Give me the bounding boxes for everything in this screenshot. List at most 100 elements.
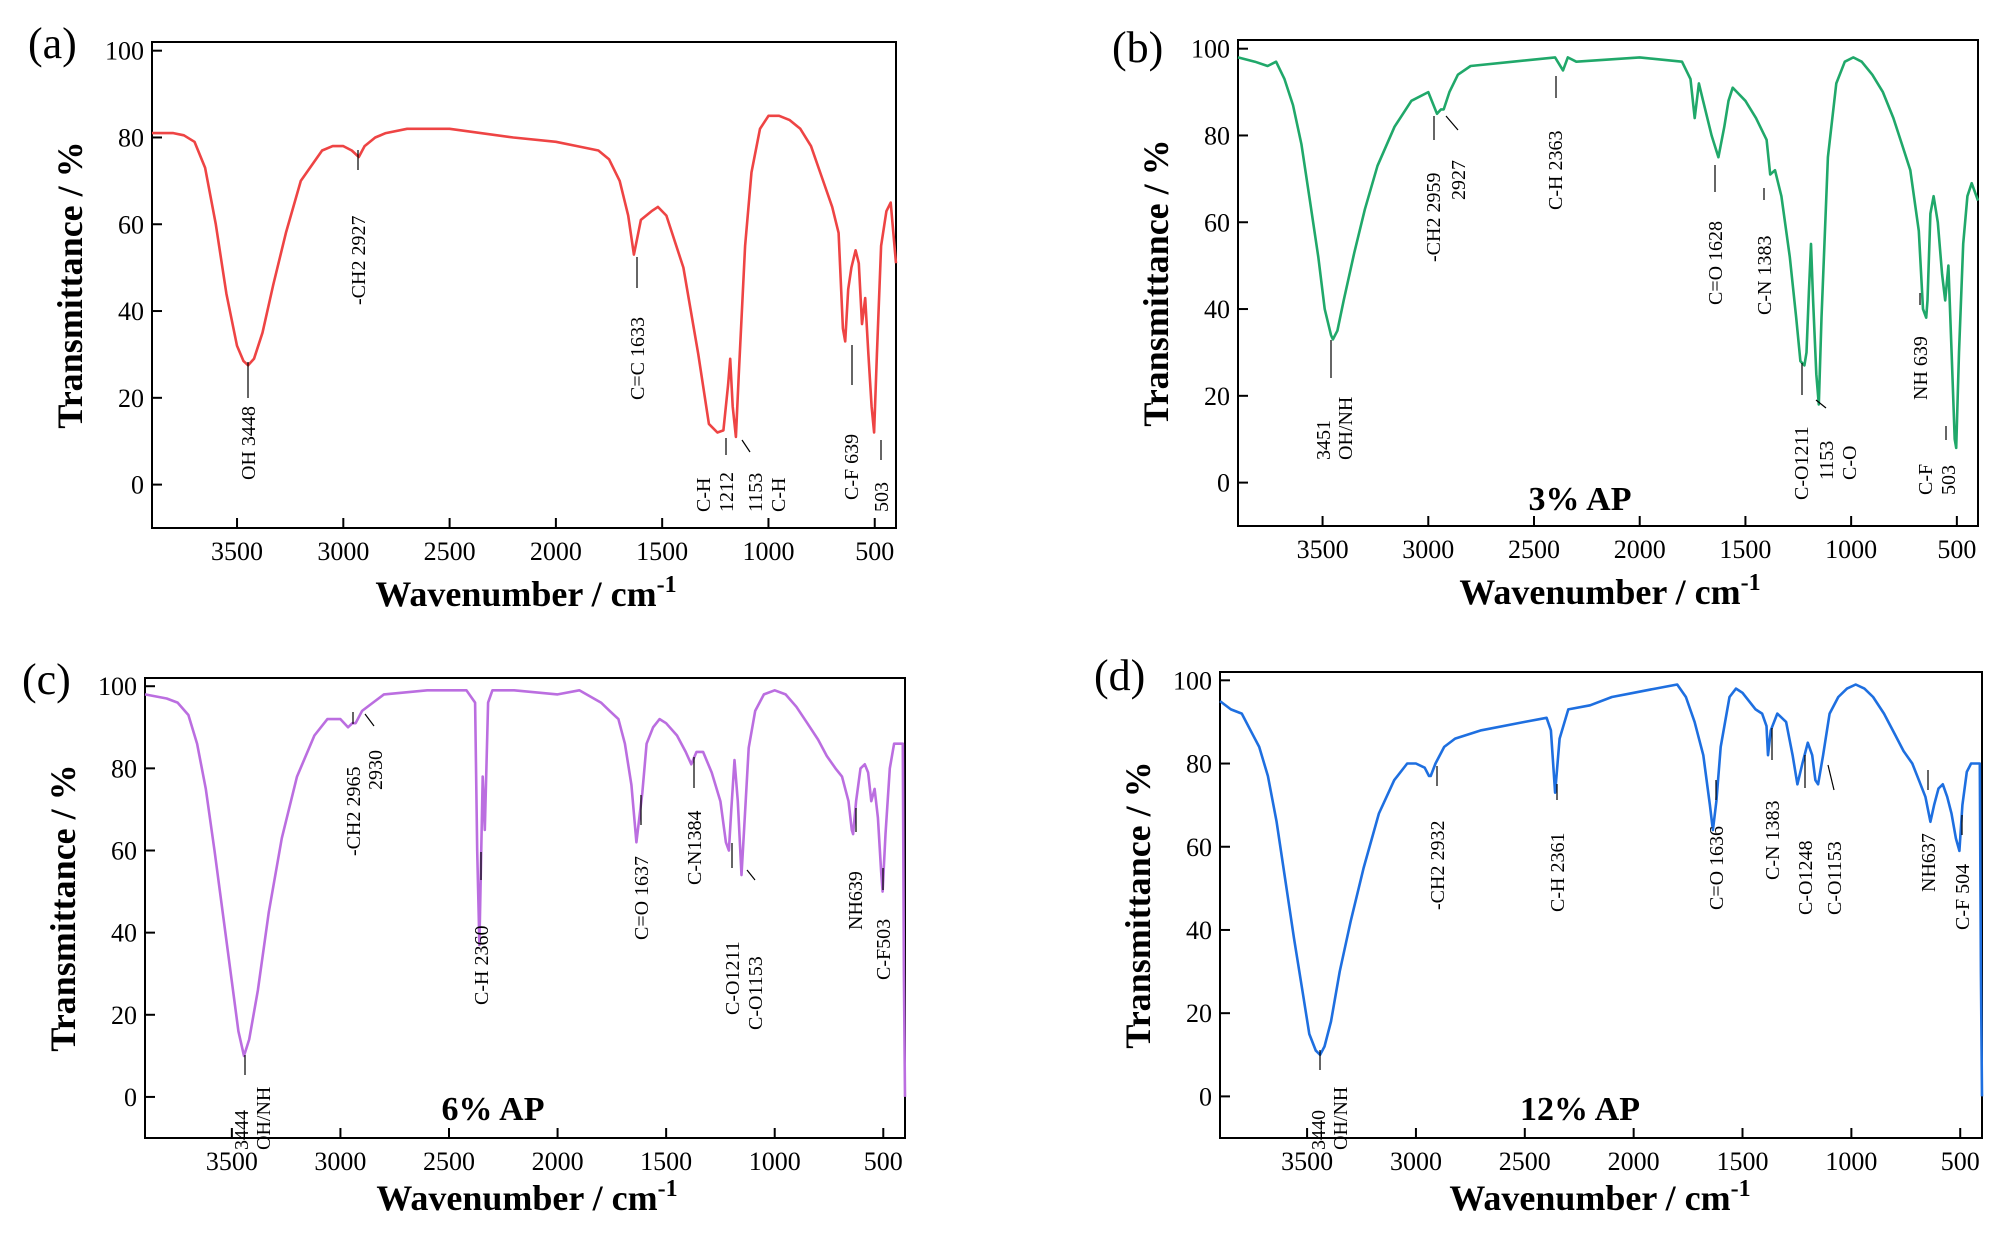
y-tick-label-c-100: 100 [98,672,137,701]
annotation-oh: OH 3448 [238,406,260,480]
panel-b: (b) 3500 3000 2500 2000 1500 1000 500 0 20 40 60 8… [1112,23,1980,612]
annotations-d: 3440 OH/NH -CH2 2932 C-H 2361 C=O 1636 C… [1308,728,1974,1150]
annotation-ch-c: C-H 2360 [471,926,493,1005]
x-tick-label-d-2500: 2500 [1499,1147,1551,1176]
annotation-co1248: C-O1248 [1795,841,1817,915]
x-ticks-a: 3500 3000 2500 2000 1500 1000 500 [211,518,894,566]
x-axis-title-a: Wavenumber / cm-1 [375,572,676,614]
y-tick-label-b-80: 80 [1204,121,1230,150]
annotation-nh637-d: NH637 [1918,833,1940,892]
y-ticks-d: 0 20 40 60 80 100 [1173,666,1230,1111]
x-tick-label-c-2500: 2500 [423,1147,475,1176]
annotation-2927-b: 2927 [1448,160,1470,200]
x-ticks-b: 3500 3000 2500 2000 1500 1000 500 [1297,516,1976,564]
x-tick-label-a-3000: 3000 [317,537,369,566]
plot-frame-a [151,41,897,529]
annotation-1153: 1153 [745,473,767,512]
annotation-cc: C=C 1633 [627,317,649,400]
annotation-ch-2: C-H [768,478,790,512]
x-tick-label-c-2000: 2000 [532,1147,584,1176]
x-tick-label-b-2500: 2500 [1508,535,1560,564]
x-tick-label-b-500: 500 [1937,535,1976,564]
annotations-b: 3451 OH/NH -CH2 2959 2927 C-H 2363 C=O 1… [1313,76,1960,500]
y-tick-label-d-60: 60 [1186,833,1212,862]
spectrum-line-a [152,114,898,439]
x-tick-label-b-2000: 2000 [1614,535,1666,564]
annotation-ch-b: C-H 2363 [1545,131,1567,210]
annotation-3451: 3451 [1313,420,1335,460]
y-tick-label-a-100: 100 [105,37,144,66]
sample-label-d: 12% AP [1520,1091,1640,1128]
annotation-nh-b: NH 639 [1910,336,1932,400]
annotation-cf-b: C-F [1915,464,1937,495]
annotation-1212: 1212 [716,472,738,512]
y-axis-title-b: Transmittance / % [1136,139,1176,426]
y-tick-label-c-60: 60 [111,837,137,866]
panel-label-a: (a) [28,19,77,68]
panel-label-b: (b) [1112,23,1163,72]
y-tick-label-a-40: 40 [118,297,144,326]
x-tick-label-c-1500: 1500 [640,1147,692,1176]
y-tick-label-b-100: 100 [1191,35,1230,64]
annotation-nh639-c: NH639 [845,871,867,930]
y-axis-title-a: Transmittance / % [50,141,90,428]
x-tick-label-b-3500: 3500 [1297,535,1349,564]
annotation-ch2-b: -CH2 2959 [1423,173,1445,262]
annotation-co1211-c: C-O1211 [722,941,744,1015]
annotation-co-1628: C=O 1628 [1705,221,1727,305]
x-ticks-c: 3500 3000 2500 2000 1500 1000 500 [206,1128,903,1176]
y-tick-label-b-60: 60 [1204,208,1230,237]
panel-label-d: (d) [1094,651,1145,700]
x-tick-label-a-1000: 1000 [742,537,794,566]
annotation-cn1384: C-N1384 [684,811,706,885]
y-ticks-a: 0 20 40 60 80 100 [105,37,162,500]
y-tick-label-c-80: 80 [111,754,137,783]
x-tick-label-a-3500: 3500 [211,537,263,566]
y-tick-label-c-40: 40 [111,919,137,948]
annotation-ch2-c: -CH2 2965 [343,767,365,856]
x-tick-label-d-1000: 1000 [1825,1147,1877,1176]
x-tick-label-a-2500: 2500 [424,537,476,566]
annotation-1153-b: 1153 [1816,441,1838,480]
annotation-cn-b: C-N 1383 [1754,236,1776,315]
plot-frame-b [1237,39,1979,527]
annotation-3440: 3440 [1308,1110,1330,1150]
annotations-a: OH 3448 -CH2 2927 C=C 1633 C-H 1212 1153… [238,150,893,512]
y-tick-label-a-0: 0 [131,471,144,500]
x-tick-label-d-2000: 2000 [1608,1147,1660,1176]
annotation-co1637: C=O 1637 [631,856,653,940]
x-axis-title-b: Wavenumber / cm-1 [1459,570,1760,612]
y-axis-title-d: Transmittance / % [1118,761,1158,1048]
plot-frame-c [144,677,906,1139]
x-tick-label-d-500: 500 [1941,1147,1980,1176]
x-axis-title-d: Wavenumber / cm-1 [1449,1176,1750,1218]
annotation-3444: 3444 [231,1110,253,1150]
annotation-ch2-d: -CH2 2932 [1427,821,1449,910]
x-tick-label-c-3500: 3500 [206,1147,258,1176]
y-tick-label-a-60: 60 [118,210,144,239]
spectrum-line-c [144,689,907,1097]
annotation-co1153-c: C-O1153 [745,956,767,1030]
y-tick-label-d-80: 80 [1186,750,1212,779]
y-tick-label-d-20: 20 [1186,999,1212,1028]
annotation-503: 503 [871,482,893,512]
x-tick-label-d-3000: 3000 [1390,1147,1442,1176]
annotation-ohnh-d: OH/NH [1330,1087,1352,1150]
sample-label-c: 6% AP [442,1091,545,1128]
x-tick-label-b-1500: 1500 [1719,535,1771,564]
y-tick-label-c-20: 20 [111,1001,137,1030]
y-tick-label-d-0: 0 [1199,1082,1212,1111]
annotation-cn-d: C-N 1383 [1762,801,1784,880]
y-axis-title-c: Transmittance / % [43,764,83,1051]
panel-d: (d) 3500 3000 2500 2000 1500 1000 500 0 20 40 60 8… [1094,651,1984,1218]
x-tick-label-a-1500: 1500 [636,537,688,566]
y-tick-label-d-40: 40 [1186,916,1212,945]
x-tick-label-c-1000: 1000 [749,1147,801,1176]
plot-frame-d [1219,671,1983,1139]
x-tick-label-b-1000: 1000 [1825,535,1877,564]
annotation-co1153-d: C-O1153 [1824,841,1846,915]
x-tick-label-b-3000: 3000 [1402,535,1454,564]
x-tick-label-a-500: 500 [855,537,894,566]
annotations-c: 3444 OH/NH -CH2 2965 2930 C-H 2360 C=O 1… [231,712,895,1150]
